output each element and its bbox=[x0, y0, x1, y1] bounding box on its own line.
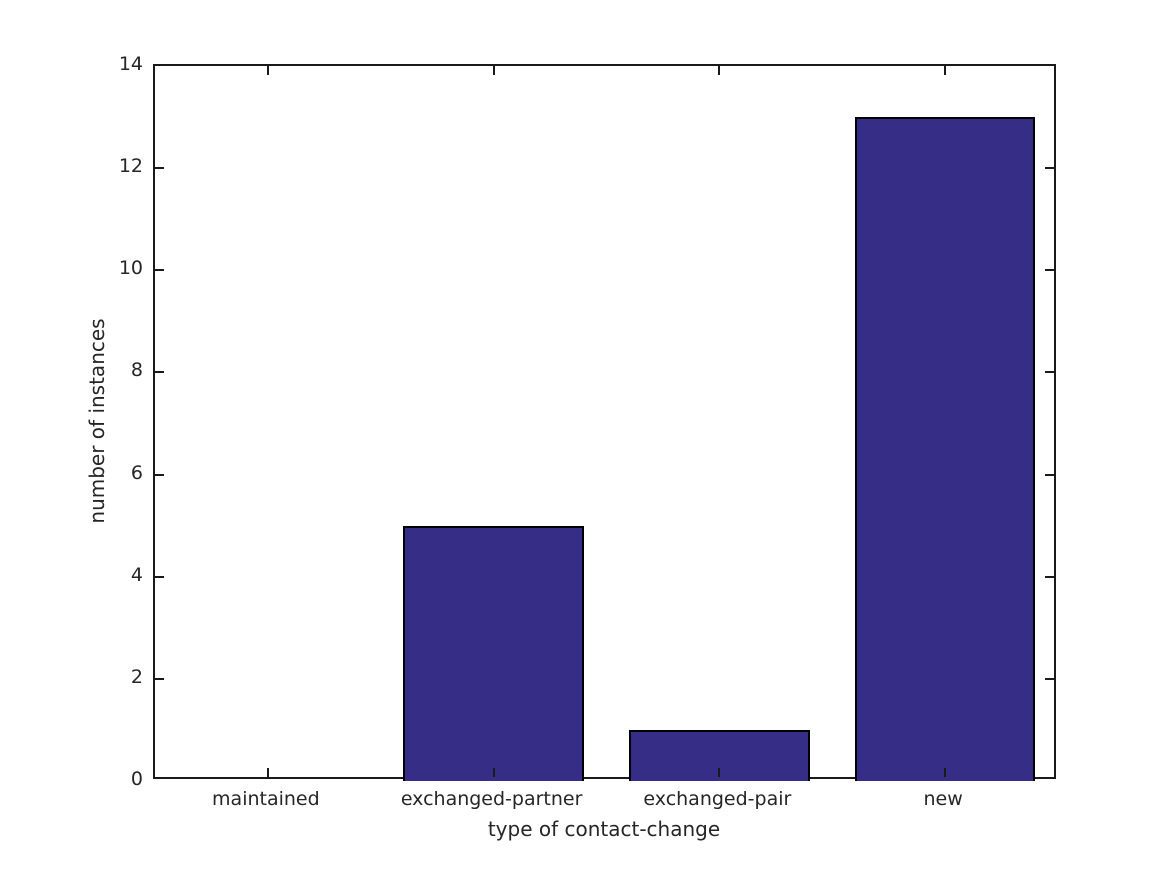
y-tick-right bbox=[1045, 269, 1054, 272]
y-tick-left bbox=[155, 575, 164, 578]
y-axis-label: number of instances bbox=[85, 318, 109, 524]
x-tick-top bbox=[718, 66, 721, 75]
y-tick-label: 14 bbox=[118, 53, 143, 75]
y-tick-right bbox=[1045, 167, 1054, 170]
x-axis-label: type of contact-change bbox=[487, 817, 721, 841]
bars-layer bbox=[155, 66, 1054, 781]
y-tick-left bbox=[155, 167, 164, 170]
x-tick-label: maintained bbox=[212, 788, 320, 810]
x-tick-bottom bbox=[266, 768, 269, 777]
axis-ticks-layer bbox=[155, 66, 1054, 777]
bar-new bbox=[854, 117, 1036, 781]
y-tick-left bbox=[155, 677, 164, 680]
y-tick-label: 0 bbox=[130, 768, 143, 790]
x-tick-bottom bbox=[944, 768, 947, 777]
x-tick-label: exchanged-pair bbox=[643, 788, 792, 810]
y-tick-right bbox=[1045, 677, 1054, 680]
x-tick-bottom bbox=[718, 768, 721, 777]
bar-exchanged-partner bbox=[403, 525, 584, 781]
y-tick-left bbox=[155, 473, 164, 476]
y-tick-left bbox=[155, 269, 164, 272]
y-tick-label: 2 bbox=[130, 665, 143, 688]
y-tick-label: 10 bbox=[118, 257, 143, 280]
plot-area bbox=[153, 64, 1056, 781]
y-tick-right bbox=[1045, 371, 1054, 374]
y-tick-label: 8 bbox=[130, 359, 143, 382]
y-tick-right bbox=[1045, 575, 1054, 578]
y-tick-label: 6 bbox=[130, 461, 143, 484]
x-tick-bottom bbox=[492, 768, 495, 777]
y-tick-label: 12 bbox=[118, 155, 143, 178]
x-tick-label: exchanged-partner bbox=[400, 788, 583, 810]
y-tick-label: 4 bbox=[130, 563, 143, 586]
x-tick-top bbox=[266, 66, 269, 75]
y-tick-left bbox=[155, 371, 164, 374]
y-tick-right bbox=[1045, 473, 1054, 476]
x-tick-top bbox=[944, 66, 947, 75]
x-tick-label: new bbox=[923, 788, 963, 810]
x-tick-top bbox=[492, 66, 495, 75]
